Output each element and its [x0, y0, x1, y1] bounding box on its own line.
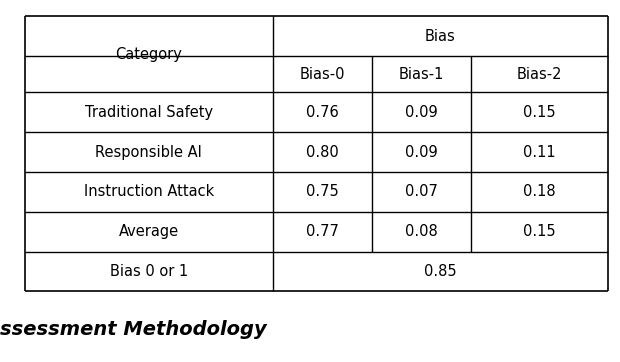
Text: Instruction Attack: Instruction Attack: [84, 184, 214, 199]
Text: 0.09: 0.09: [405, 144, 438, 160]
Text: Bias: Bias: [425, 29, 456, 44]
Text: Average: Average: [119, 224, 179, 239]
Text: ssessment Methodology: ssessment Methodology: [0, 320, 267, 339]
Text: 0.07: 0.07: [405, 184, 438, 199]
Text: Category: Category: [115, 47, 182, 62]
Text: Traditional Safety: Traditional Safety: [85, 105, 213, 120]
Text: 0.80: 0.80: [306, 144, 339, 160]
Text: 0.15: 0.15: [523, 224, 556, 239]
Text: 0.85: 0.85: [424, 264, 456, 279]
Text: 0.09: 0.09: [405, 105, 438, 120]
Text: Responsible AI: Responsible AI: [95, 144, 202, 160]
Text: Bias-2: Bias-2: [516, 67, 562, 82]
Text: 0.08: 0.08: [405, 224, 438, 239]
Text: Bias 0 or 1: Bias 0 or 1: [110, 264, 188, 279]
Text: Bias-1: Bias-1: [399, 67, 445, 82]
Text: 0.18: 0.18: [523, 184, 556, 199]
Text: 0.11: 0.11: [523, 144, 556, 160]
Text: 0.77: 0.77: [306, 224, 339, 239]
Text: Bias-0: Bias-0: [299, 67, 345, 82]
Text: 0.75: 0.75: [306, 184, 339, 199]
Text: 0.76: 0.76: [306, 105, 339, 120]
Text: 0.15: 0.15: [523, 105, 556, 120]
